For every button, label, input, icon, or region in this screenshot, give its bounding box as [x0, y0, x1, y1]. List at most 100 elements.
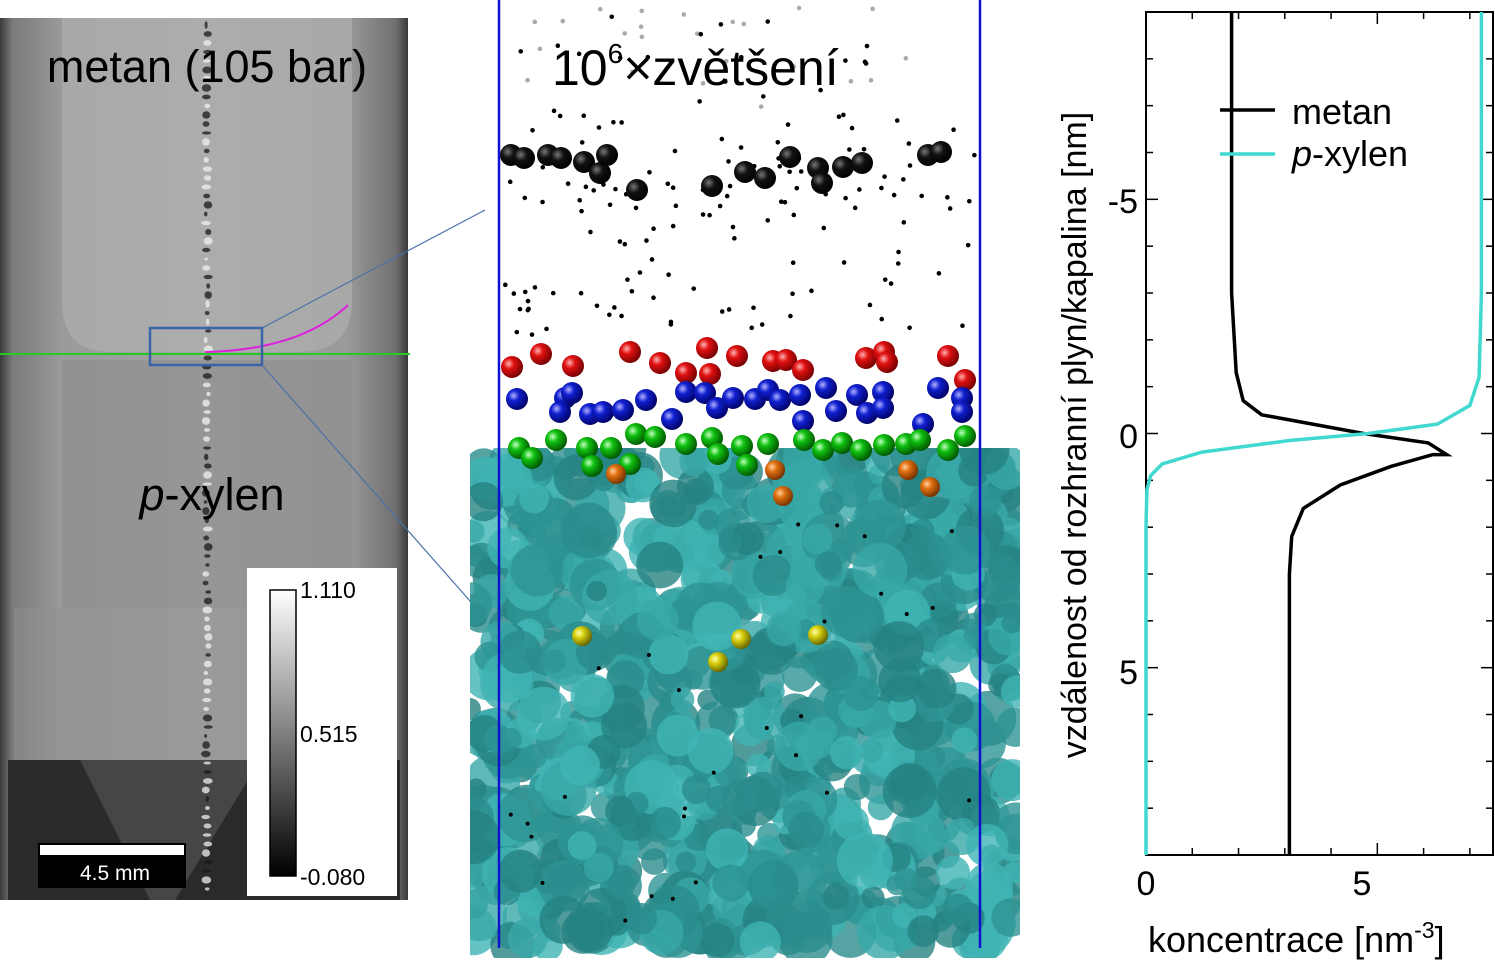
nitrogen-ball — [951, 401, 973, 423]
needle-speck — [205, 329, 212, 333]
methane-ball — [550, 147, 572, 169]
needle-speck — [202, 373, 212, 379]
methane-dot — [818, 87, 823, 93]
needle-speck — [203, 841, 213, 847]
needle-speck — [201, 94, 211, 100]
liquid-blob — [829, 736, 864, 770]
needle-speck — [202, 714, 213, 722]
liquid-blob — [765, 897, 797, 928]
methane-dot — [670, 185, 676, 191]
carbon-ball — [736, 454, 758, 476]
needle-speck — [203, 345, 213, 353]
needle-speck — [203, 725, 213, 729]
needle-speck — [202, 382, 211, 388]
needle-speck — [205, 643, 212, 649]
methane-dot — [517, 306, 523, 312]
methane-dot — [951, 127, 956, 133]
oxygen-ball — [699, 363, 721, 385]
methane-dot — [849, 125, 855, 131]
needle-speck — [202, 59, 211, 63]
methane-dot — [581, 113, 587, 119]
methane-dot — [609, 14, 615, 20]
methane-dot — [760, 94, 766, 99]
legend-label-metan: metan — [1292, 91, 1392, 132]
methane-dot — [607, 202, 613, 208]
dissolved-methane — [778, 549, 783, 554]
liquid-blob — [843, 773, 870, 801]
needle-speck — [202, 247, 211, 253]
liquid-blob — [539, 895, 588, 944]
nitrogen-ball — [872, 397, 894, 419]
methane-dot — [514, 329, 520, 335]
colorbar-tick-mid: 0.515 — [300, 721, 358, 747]
liquid-blob — [519, 483, 549, 514]
liquid-blob — [936, 855, 971, 890]
magnification-label: 106×zvětšení — [552, 38, 839, 96]
needle-speck — [203, 274, 213, 280]
dissolved-methane — [623, 918, 628, 923]
needle-speck — [203, 31, 212, 37]
needle-speck — [202, 526, 213, 532]
methane-dot — [611, 119, 616, 125]
liquid-blob — [499, 849, 543, 893]
liquid-blob — [564, 722, 585, 743]
methane-dot — [668, 322, 674, 327]
methane-dot — [651, 295, 656, 301]
liquid-blob — [941, 893, 974, 926]
needle-speck — [204, 860, 213, 864]
methane-dot — [596, 125, 602, 130]
methane-dot — [629, 288, 635, 294]
methane-dot — [540, 164, 546, 170]
needle-speck — [201, 131, 212, 135]
methane-ball — [626, 179, 648, 201]
methane-dot — [525, 307, 531, 313]
methane-dot — [557, 113, 563, 119]
dissolved-methane — [525, 821, 530, 826]
methane-dot — [972, 152, 977, 158]
methane-dot — [540, 199, 545, 205]
liquid-blob — [605, 796, 636, 827]
methane-dot — [821, 225, 827, 231]
dissolved-methane — [799, 714, 804, 719]
methane-dot — [765, 218, 771, 223]
methane-dot — [560, 18, 566, 24]
needle-speck — [202, 138, 210, 146]
dissolved-methane — [681, 814, 686, 819]
methane-dot — [637, 270, 643, 275]
oxygen-ball — [855, 347, 877, 369]
liquid-blob — [778, 912, 833, 958]
methane-dot — [798, 169, 804, 174]
carbon-ball — [909, 429, 931, 451]
needle-speck — [201, 750, 211, 758]
liquid-phase — [470, 448, 1020, 958]
liquid-blob — [832, 467, 873, 508]
liquid-blob — [710, 658, 761, 709]
dissolved-methane — [764, 725, 769, 730]
methane-dot — [670, 223, 676, 229]
needle-speck — [203, 157, 209, 163]
yellow-ball — [708, 652, 728, 672]
y-axis-label: vzdálenost od rozhranní plyn/kapalina [n… — [1056, 112, 1094, 758]
dissolved-methane — [562, 794, 567, 799]
methane-dot — [919, 193, 924, 199]
liquid-blob — [522, 743, 547, 769]
dissolved-methane — [529, 834, 534, 839]
liquid-blob — [801, 523, 833, 555]
liquid-blob — [959, 448, 1010, 475]
methane-dot — [960, 323, 965, 329]
needle-speck — [204, 463, 212, 469]
needle-speck — [205, 805, 210, 811]
liquid-blob — [836, 832, 893, 889]
methane-dot — [836, 114, 842, 120]
liquid-blob — [497, 787, 553, 843]
needle-speck — [202, 849, 211, 857]
needle-speck — [203, 688, 211, 694]
methane-dot — [511, 291, 517, 296]
y-tick-label-neg5: -5 — [1108, 183, 1138, 221]
needle-speck — [203, 211, 208, 217]
carbon-ball — [757, 433, 779, 455]
needle-speck — [204, 616, 210, 622]
nitrogen-ball — [549, 401, 571, 423]
liquid-blob — [625, 902, 658, 935]
methane-dot — [607, 312, 612, 318]
